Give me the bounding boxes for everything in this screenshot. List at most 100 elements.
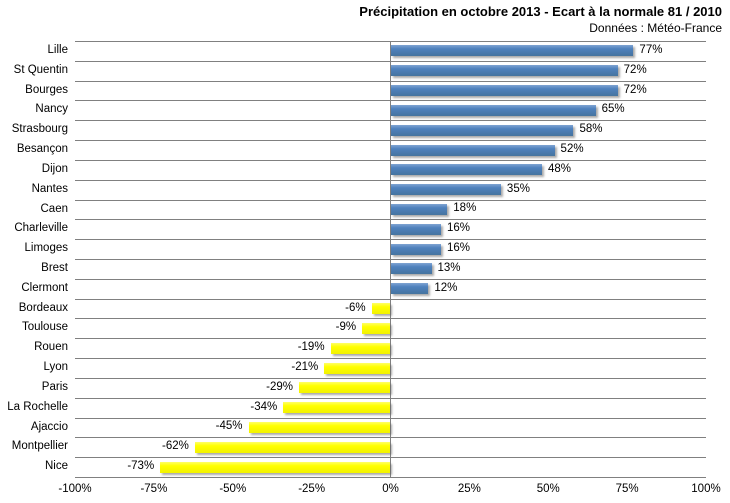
- chart-row: [75, 319, 706, 340]
- negative-bar-montpellier: [194, 441, 391, 453]
- chart-row: [75, 438, 706, 459]
- bar-value-label: 58%: [579, 123, 603, 136]
- zero-axis-line: [390, 42, 391, 478]
- category-label-strasbourg: Strasbourg: [11, 123, 68, 136]
- positive-bar-bourges: [390, 85, 618, 97]
- bar-value-label: 16%: [446, 242, 470, 255]
- negative-bar-lyon: [324, 362, 391, 374]
- bar-value-label: 77%: [639, 43, 663, 56]
- category-label-st-quentin: St Quentin: [13, 63, 68, 76]
- plot-area: 77% 72% 72% 65% 58% 52% 48% 35% 18% 16% 16% 13% 12% -…: [75, 41, 706, 478]
- category-label-nantes: Nantes: [31, 182, 68, 195]
- chart-row: [75, 62, 706, 82]
- bar-value-label: 16%: [446, 222, 470, 235]
- positive-bar-brest: [390, 263, 432, 275]
- category-label-caen: Caen: [40, 202, 69, 215]
- category-label-charleville: Charleville: [14, 222, 68, 235]
- category-label-brest: Brest: [41, 262, 68, 274]
- chart-row: [75, 82, 706, 102]
- bar-value-label: -6%: [345, 301, 366, 314]
- bar-value-label: 72%: [623, 83, 647, 96]
- chart-row: [75, 399, 706, 419]
- bar-value-label: 12%: [434, 281, 458, 294]
- negative-bar-bordeaux: [371, 303, 391, 315]
- chart-row: [75, 359, 706, 379]
- x-axis-tick-label: -50%: [219, 483, 247, 495]
- negative-bar-ajaccio: [248, 421, 391, 433]
- bar-value-label: 18%: [453, 202, 477, 215]
- category-label-ajaccio: Ajaccio: [30, 420, 68, 433]
- category-label-dijon: Dijon: [41, 162, 68, 175]
- category-label-toulouse: Toulouse: [21, 321, 68, 334]
- positive-bar-nancy: [390, 104, 596, 116]
- negative-bar-paris: [299, 382, 391, 394]
- category-label-bordeaux: Bordeaux: [18, 301, 68, 314]
- chart-row: [75, 300, 706, 320]
- category-label-la-rochelle: La Rochelle: [7, 400, 68, 413]
- category-label-lille: Lille: [47, 44, 68, 56]
- bar-value-label: -29%: [266, 380, 294, 393]
- category-label-besançon: Besançon: [16, 143, 68, 156]
- bar-value-label: -9%: [335, 321, 357, 334]
- chart-row: [75, 121, 706, 142]
- chart-row: [75, 260, 706, 280]
- positive-bar-charleville: [390, 223, 441, 235]
- positive-bar-dijon: [390, 164, 542, 176]
- bar-value-label: -19%: [297, 341, 325, 354]
- positive-bar-nantes: [390, 184, 501, 196]
- positive-bar-lille: [390, 45, 634, 57]
- x-axis-tick-label: -100%: [58, 483, 92, 495]
- chart-row: [75, 220, 706, 241]
- positive-bar-limoges: [390, 243, 441, 255]
- chart-title: Précipitation en octobre 2013 - Ecart à …: [359, 4, 722, 19]
- bar-value-label: 13%: [437, 261, 461, 274]
- positive-bar-strasbourg: [390, 124, 574, 136]
- category-label-limoges: Limoges: [24, 242, 68, 255]
- bar-value-label: -34%: [250, 400, 278, 413]
- chart-row: [75, 379, 706, 399]
- negative-bar-la-rochelle: [283, 402, 391, 414]
- chart-row: [75, 42, 706, 62]
- bar-value-label: -45%: [215, 420, 243, 433]
- category-label-bourges: Bourges: [25, 83, 68, 96]
- positive-bar-clermont: [390, 283, 429, 295]
- bar-value-label: -73%: [127, 460, 155, 473]
- positive-bar-caen: [390, 203, 448, 215]
- chart-row: [75, 419, 706, 439]
- chart-row: [75, 280, 706, 300]
- chart-row: [75, 141, 706, 161]
- bar-value-label: 35%: [506, 182, 530, 195]
- bar-value-label: -62%: [162, 440, 189, 453]
- positive-bar-st-quentin: [390, 65, 618, 77]
- category-label-montpellier: Montpellier: [11, 440, 68, 453]
- positive-bar-besançon: [390, 144, 555, 156]
- category-label-clermont: Clermont: [21, 281, 68, 294]
- chart-row: [75, 458, 706, 478]
- bar-value-label: 52%: [560, 143, 584, 155]
- chart-row: [75, 161, 706, 181]
- category-label-lyon: Lyon: [43, 361, 68, 374]
- chart-row: [75, 181, 706, 201]
- chart-row: [75, 101, 706, 122]
- category-label-nancy: Nancy: [35, 103, 68, 116]
- bar-value-label: 65%: [601, 103, 625, 116]
- negative-bar-nice: [160, 461, 391, 473]
- x-axis-tick-label: 25%: [457, 483, 481, 495]
- chart-row: [75, 201, 706, 221]
- bar-value-label: -21%: [291, 361, 319, 373]
- x-axis-tick-label: 75%: [615, 483, 639, 495]
- category-label-paris: Paris: [41, 380, 68, 393]
- category-label-nice: Nice: [44, 460, 68, 473]
- x-axis-tick-label: -25%: [298, 483, 326, 495]
- x-axis-tick-label: -75%: [140, 483, 168, 495]
- x-axis-tick-label: 0%: [382, 483, 399, 495]
- chart-subtitle: Données : Météo-France: [589, 20, 722, 35]
- chart-row: [75, 240, 706, 260]
- negative-bar-rouen: [330, 342, 391, 354]
- negative-bar-toulouse: [362, 322, 391, 334]
- x-axis-tick-label: 50%: [536, 483, 560, 495]
- category-label-rouen: Rouen: [34, 341, 68, 354]
- bar-value-label: 72%: [623, 63, 647, 76]
- chart-title-block: Précipitation en octobre 2013 - Ecart à …: [359, 4, 722, 36]
- chart-row: [75, 339, 706, 360]
